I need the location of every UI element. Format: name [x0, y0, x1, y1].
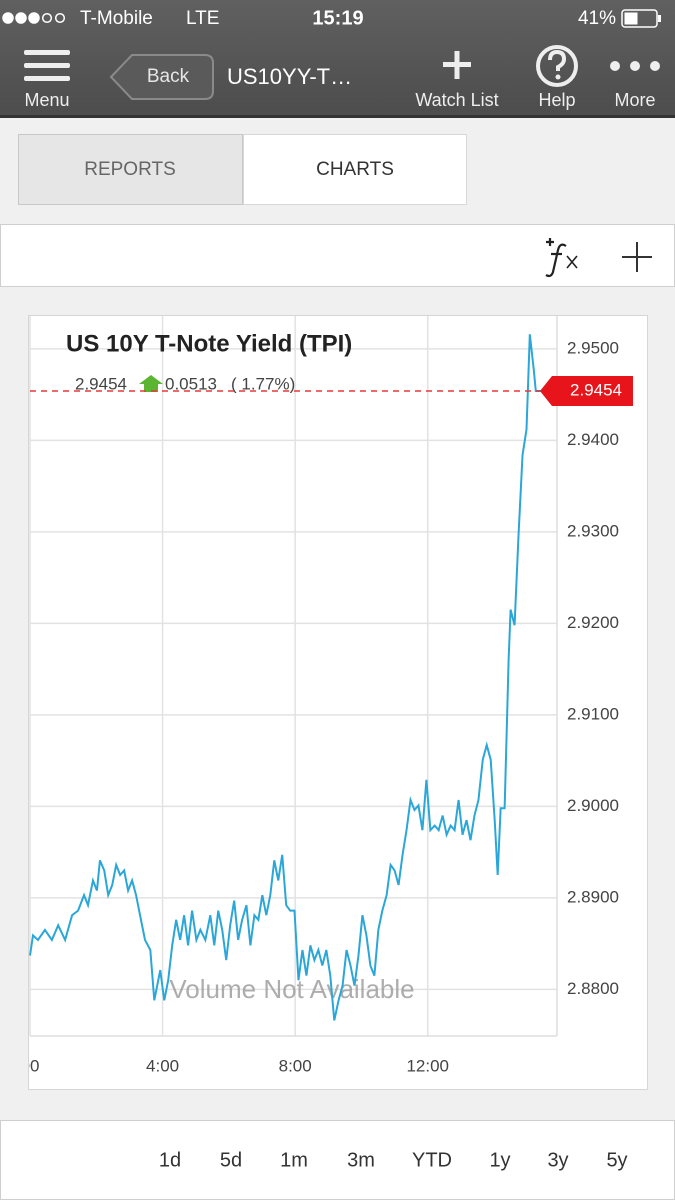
- range-button[interactable]: 1m: [280, 1149, 308, 1171]
- annotation: Volume Not Available: [169, 974, 414, 1004]
- range-buttons: 1d 5d 1m 3m YTD 1y 3y 5y: [159, 1149, 628, 1171]
- y-tick-label: 2.9400: [567, 430, 619, 449]
- more-button[interactable]: More: [610, 61, 660, 110]
- x-tick-label: 12:00: [406, 1056, 449, 1075]
- signal: [2, 12, 66, 24]
- toolbar: [0, 224, 675, 287]
- range-button[interactable]: 5d: [220, 1149, 242, 1171]
- menu-label: Menu: [24, 90, 69, 110]
- last-value-tag: [540, 376, 633, 407]
- more-label: More: [614, 90, 655, 110]
- tab-reports[interactable]: REPORTS: [18, 134, 243, 205]
- add-button[interactable]: [622, 242, 652, 272]
- back-label: Back: [147, 66, 190, 87]
- carrier: T-Mobile: [80, 8, 153, 29]
- screen-title: US10YY-T…: [227, 64, 352, 89]
- quote-change-pct: ( 1.77%): [231, 374, 295, 393]
- chart-title: US 10Y T-Note Yield (TPI): [66, 330, 352, 357]
- back-button[interactable]: Back: [109, 54, 214, 100]
- range-button[interactable]: 5y: [606, 1149, 627, 1171]
- up-arrow: [139, 375, 163, 392]
- quote-change: 0.0513: [165, 374, 217, 393]
- y-tick-label: 2.9300: [567, 521, 619, 540]
- x-tick-label: 4:00: [146, 1056, 179, 1075]
- range-button[interactable]: 1y: [489, 1149, 510, 1171]
- quote-last: 2.9454: [75, 374, 127, 393]
- help-label: Help: [538, 90, 575, 110]
- plot: 00 4:00 8:00 12:00 Volume Not Available: [21, 316, 558, 1075]
- tab-charts[interactable]: CHARTS: [243, 134, 467, 205]
- price-line: [29, 334, 546, 1021]
- y-tick-label: 2.9000: [567, 796, 619, 815]
- y-tick-label: 2.8900: [567, 887, 619, 906]
- range-button[interactable]: 1d: [159, 1149, 181, 1171]
- tab-label: REPORTS: [84, 159, 176, 180]
- battery-icon: [621, 9, 661, 28]
- y-tick-label: 2.9100: [567, 704, 619, 723]
- range-button[interactable]: YTD: [412, 1149, 452, 1171]
- menu-button[interactable]: Menu: [24, 50, 70, 110]
- network: LTE: [186, 8, 219, 29]
- range-bar: [0, 1120, 675, 1200]
- watch-list-label: Watch List: [415, 90, 498, 110]
- tab-label: CHARTS: [316, 159, 394, 180]
- range-button[interactable]: 3y: [547, 1149, 568, 1171]
- battery-level: 41%: [578, 8, 616, 29]
- y-tick-label: 2.9200: [567, 613, 619, 632]
- last-value-label: 2.9454: [570, 381, 622, 400]
- indicator-button[interactable]: [545, 238, 578, 278]
- header-border: [0, 115, 675, 118]
- y-tick-label: 2.9500: [567, 338, 619, 357]
- x-tick-label: 8:00: [279, 1056, 312, 1075]
- y-tick-label: 2.8800: [567, 979, 619, 998]
- help-button[interactable]: Help: [536, 45, 578, 110]
- clock: 15:19: [312, 7, 363, 29]
- chart-panel: [28, 315, 648, 1090]
- range-button[interactable]: 3m: [347, 1149, 375, 1171]
- watch-list-button[interactable]: Watch List: [415, 51, 499, 110]
- x-tick-label: 00: [21, 1056, 40, 1075]
